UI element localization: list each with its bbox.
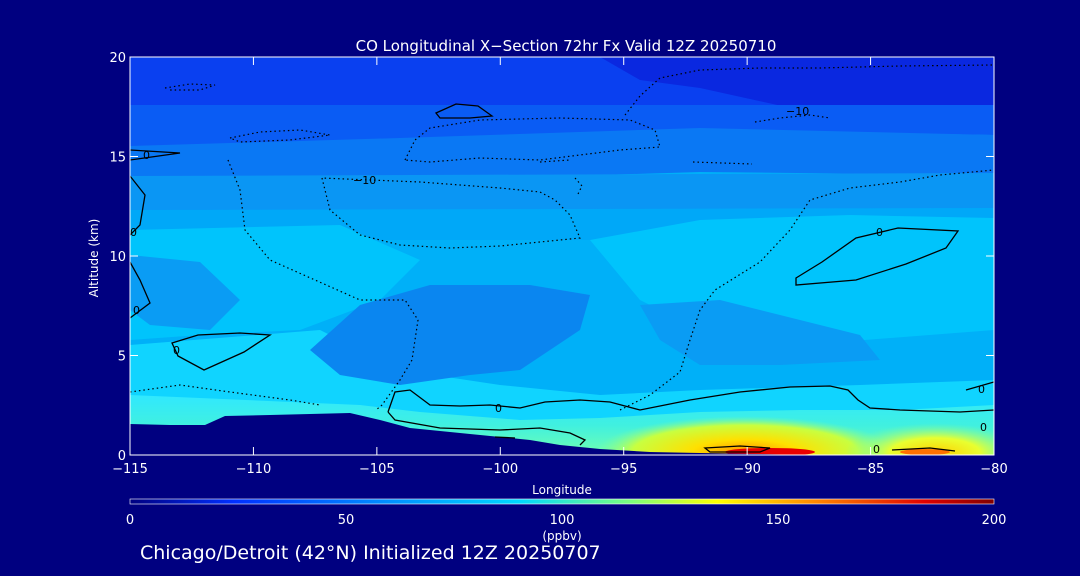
x-tick-label: −90 <box>733 462 760 477</box>
terrain <box>130 413 800 455</box>
colorbar <box>129 498 995 505</box>
x-axis-label: Longitude <box>532 483 592 497</box>
contour-m10-left <box>227 159 419 411</box>
colorbar-tick-label: 200 <box>982 513 1007 528</box>
y-tick-label: 0 <box>118 449 126 464</box>
blue-pocket <box>310 285 590 385</box>
x-tick-label: −95 <box>610 462 637 477</box>
contour-zero-top <box>434 103 494 119</box>
contour-m10-upper <box>321 177 581 249</box>
co-orange-core <box>900 449 950 455</box>
chart-title: CO Longitudinal X−Section 72hr Fx Valid … <box>356 37 777 55</box>
contour-label: 0 <box>133 304 140 317</box>
contour-label: 0 <box>873 443 880 456</box>
contour-m10-top-small <box>164 83 216 91</box>
band-13-15km <box>130 173 994 218</box>
contour-m10-low-left <box>130 384 321 406</box>
contour-zero-left-upper <box>130 149 181 161</box>
contour-zero-low <box>387 385 994 413</box>
x-tick-label: −115 <box>112 462 148 477</box>
contour-m10-top-line <box>539 159 571 163</box>
x-tick-label: −85 <box>857 462 884 477</box>
y-tick-label: 15 <box>109 151 126 166</box>
colorbar-tick-label: 100 <box>550 513 575 528</box>
band-16-18km <box>130 105 994 150</box>
x-tick-label: −105 <box>359 462 395 477</box>
contour-zero-mid-left <box>171 332 272 371</box>
contour-zero-left-edge <box>130 175 146 236</box>
contour-label: 0 <box>130 226 137 239</box>
contour-label: 0 <box>978 383 985 396</box>
contour-zero-low-inner <box>387 411 587 446</box>
contour-label: 0 <box>173 344 180 357</box>
contour-label: 0 <box>980 421 987 434</box>
x-tick-label: −100 <box>482 462 518 477</box>
colorbar-ticks: 0 50 100 150 200 <box>126 513 1007 528</box>
contour-m10-top-loop <box>404 117 661 163</box>
contour-label: 0 <box>495 402 502 415</box>
band-15-16km <box>130 128 994 178</box>
blue-pocket-left <box>130 255 240 330</box>
co-max-east <box>845 417 994 455</box>
co-max-west <box>595 409 895 455</box>
y-tick-label: 5 <box>118 350 126 365</box>
contour-zero-left-low <box>130 261 151 319</box>
contour-zero-mid-right <box>795 227 960 286</box>
blue-pocket-right <box>640 300 880 365</box>
contour-zero-small-a <box>703 445 771 453</box>
y-tick-label: 20 <box>109 51 126 66</box>
y-tick-label: 10 <box>109 250 126 265</box>
contours-zero <box>130 103 994 453</box>
contour-label: −10 <box>353 174 376 187</box>
co-field: −10 −10 0 0 0 0 0 0 0 0 0 <box>130 57 994 456</box>
x-tick-label: −110 <box>236 462 272 477</box>
x-tick-label: −80 <box>980 462 1007 477</box>
x-axis: −115 −110 −105 −100 −95 −90 −85 −80 <box>112 57 1008 477</box>
y-axis-label: Altitude (km) <box>87 219 101 298</box>
contour-zero-right-low <box>965 381 994 391</box>
contour-zero-small-b <box>891 447 956 452</box>
contour-labels: −10 −10 0 0 0 0 0 0 0 0 0 <box>130 105 987 456</box>
contours-minus10 <box>130 64 994 411</box>
colorbar-tick-label: 50 <box>338 513 355 528</box>
contour-label: 0 <box>143 149 150 162</box>
footer-caption: Chicago/Detroit (42°N) Initialized 12Z 2… <box>140 542 601 564</box>
y-axis: 0 5 10 15 20 <box>109 51 994 464</box>
contour-m10-top-right <box>624 64 994 116</box>
colorbar-tick-label: 0 <box>126 513 134 528</box>
contour-label: −10 <box>786 105 809 118</box>
colorbar-tick-label: 150 <box>766 513 791 528</box>
contour-zero-stub <box>494 436 516 439</box>
contour-label: 0 <box>876 226 883 239</box>
contour-m10-mid-line <box>692 161 753 165</box>
colorbar-label: (ppbv) <box>542 529 581 543</box>
